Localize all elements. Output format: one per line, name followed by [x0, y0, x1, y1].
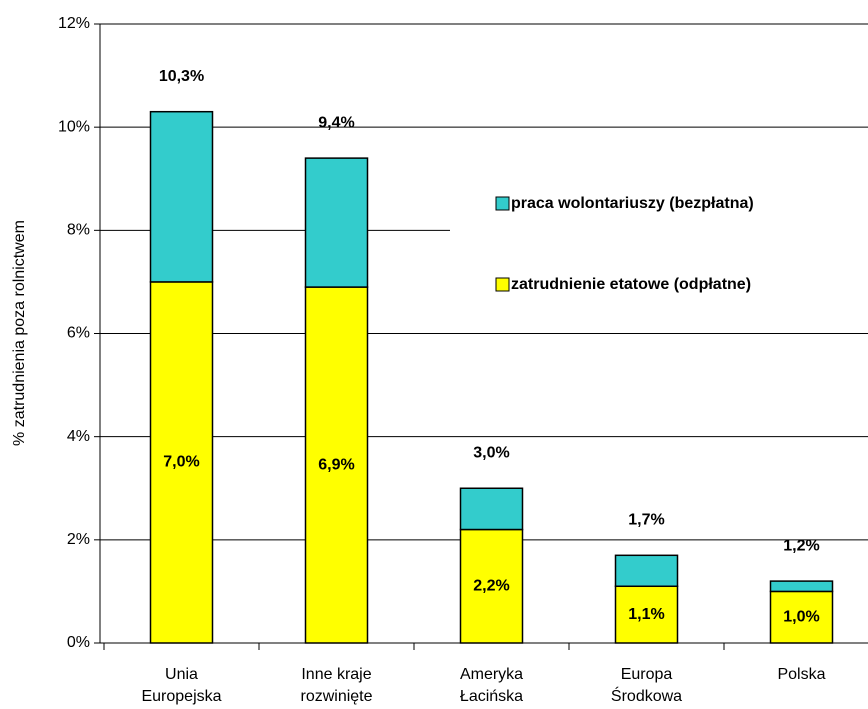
- legend-swatch: [495, 196, 510, 211]
- x-tick-label: Ameryka Łacińska: [460, 666, 523, 705]
- y-axis-label: % zatrudnienia poza rolnictwem: [11, 220, 28, 446]
- value-label: 1,0%: [783, 608, 819, 625]
- y-tick-label: 8%: [67, 222, 90, 239]
- bar-segment: [149, 110, 214, 283]
- x-tick-label: Unia Europejska: [141, 666, 221, 705]
- y-tick-label: 0%: [67, 634, 90, 651]
- y-tick-label: 6%: [67, 325, 90, 342]
- bar-segment: [614, 554, 679, 588]
- y-tick-label: 12%: [58, 15, 90, 32]
- x-tick-label: Polska: [777, 666, 825, 683]
- total-label: 9,4%: [318, 114, 354, 131]
- total-label: 10,3%: [159, 68, 204, 85]
- legend-swatch: [495, 277, 510, 292]
- value-label-bg: [772, 605, 831, 630]
- value-label-bg: [152, 450, 211, 475]
- value-label: 6,9%: [318, 456, 354, 473]
- value-label-bg: [617, 602, 676, 627]
- x-tick-label: Inne kraje rozwinięte: [300, 666, 372, 705]
- total-label: 3,0%: [473, 444, 509, 461]
- y-tick-label: 4%: [67, 428, 90, 445]
- legend-label: praca wolontariuszy (bezpłatna): [511, 195, 754, 212]
- y-tick-label: 2%: [67, 531, 90, 548]
- total-label: 1,7%: [628, 512, 664, 529]
- value-label-bg: [462, 574, 521, 599]
- bar-segment: [769, 580, 834, 593]
- bar-segment: [459, 487, 524, 531]
- legend-box: [450, 165, 868, 305]
- value-label: 7,0%: [163, 454, 199, 471]
- x-tick-label: Europa Środkowa: [611, 666, 682, 705]
- total-label: 1,2%: [783, 537, 819, 554]
- legend-label: zatrudnienie etatowe (odpłatne): [511, 276, 751, 293]
- value-label: 1,1%: [628, 606, 664, 623]
- bar-segment: [304, 157, 369, 288]
- value-label-bg: [307, 453, 366, 478]
- y-tick-label: 10%: [58, 118, 90, 135]
- value-label: 2,2%: [473, 577, 509, 594]
